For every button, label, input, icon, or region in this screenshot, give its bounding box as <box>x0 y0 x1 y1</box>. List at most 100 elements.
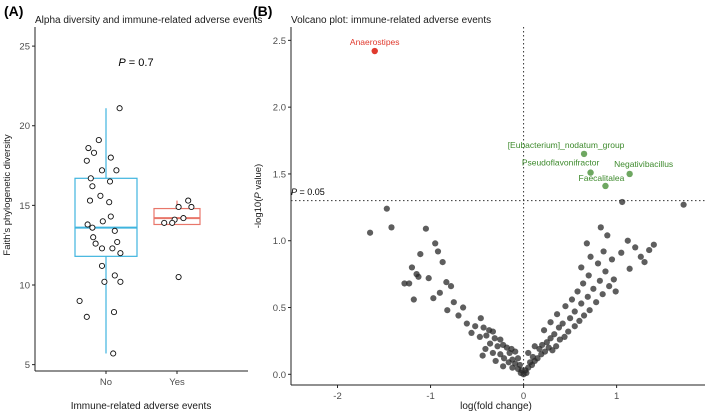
taxon-point <box>497 351 504 358</box>
taxon-point <box>512 348 519 355</box>
taxon-point <box>650 241 657 248</box>
taxon-point <box>425 275 432 282</box>
taxon-point <box>491 335 498 342</box>
data-point <box>98 245 106 252</box>
taxon-point <box>551 331 558 338</box>
data-point <box>87 175 94 182</box>
taxon-point <box>585 272 592 279</box>
data-point <box>111 227 118 234</box>
taxon-point <box>468 329 475 337</box>
taxon-point <box>444 307 451 314</box>
data-point <box>98 262 106 269</box>
taxon-point <box>604 232 611 239</box>
panel-a-p-value: = 0.7 <box>126 57 154 69</box>
taxon-point <box>576 317 583 324</box>
panel-a-p-symbol: P <box>118 57 126 69</box>
taxon-label: [Eubacterium]_nodatum_group <box>508 140 625 150</box>
y-tick-label: 25 <box>19 42 30 53</box>
taxon-point <box>401 280 408 287</box>
taxon-point <box>525 349 532 357</box>
y-tick-label: 2.0 <box>273 103 286 114</box>
taxon-point <box>547 335 554 342</box>
panel-a-p-annotation: P = 0.7 <box>118 57 153 69</box>
panel-a-plot-area: 5 10 15 20 25 No Yes <box>19 27 248 388</box>
data-point <box>161 219 168 226</box>
taxon-point <box>632 244 639 251</box>
taxon-point <box>606 283 613 290</box>
data-point <box>188 203 195 211</box>
y-tick-label: 0.0 <box>273 370 286 381</box>
taxon-point <box>578 300 585 307</box>
taxon-point <box>567 315 574 322</box>
taxon-point <box>571 308 578 315</box>
panel-b: (B) Volcano plot: immune-related adverse… <box>253 3 705 412</box>
data-point <box>117 278 124 285</box>
taxon-point <box>408 264 416 271</box>
taxon-point <box>547 319 554 326</box>
taxon-point <box>555 324 563 331</box>
taxon-point <box>594 260 602 267</box>
y-tick-label: 1.5 <box>273 169 286 180</box>
y-tick-label: 0.5 <box>273 303 286 314</box>
y-tick-label: 15 <box>19 201 30 212</box>
taxon-point <box>529 353 536 361</box>
taxon-label: Negativibacillus <box>614 159 673 169</box>
taxon-point <box>492 357 499 365</box>
data-point <box>111 272 118 279</box>
taxon-point <box>383 205 390 212</box>
taxon-point <box>587 253 594 260</box>
x-tick-label: Yes <box>169 377 185 388</box>
x-tick-label: -1 <box>426 391 434 402</box>
taxon-point <box>477 315 484 322</box>
data-point <box>89 183 96 190</box>
data-point <box>110 350 117 357</box>
taxon-point <box>641 259 648 266</box>
panel-b-plot-area: 0.0 0.5 1.0 1.5 2.0 2.5 -2 -1 0 1 Anaerostipes [Eub… <box>273 27 705 402</box>
taxon-point <box>580 312 588 319</box>
taxon-point <box>460 304 467 311</box>
threshold-label-p: P <box>291 187 297 197</box>
taxon-point <box>531 343 538 350</box>
taxon-point <box>626 265 633 272</box>
taxon-point <box>540 327 548 334</box>
data-point <box>107 213 114 220</box>
data-point <box>113 167 120 174</box>
taxon-point <box>580 280 587 287</box>
taxon-point <box>680 201 687 208</box>
taxon-point <box>430 295 437 302</box>
box-iqr <box>153 207 201 226</box>
taxon-point <box>646 246 653 254</box>
taxon-label: Anaerostipes <box>350 37 400 47</box>
data-point <box>107 154 114 161</box>
data-point <box>76 297 83 304</box>
taxon-point <box>571 323 578 330</box>
data-point <box>84 221 91 228</box>
y-tick-label: 20 <box>19 121 30 132</box>
data-point <box>98 167 106 174</box>
data-point <box>106 199 113 206</box>
data-point <box>114 238 121 246</box>
taxon-point <box>593 299 600 306</box>
significant-taxon-point <box>580 150 588 158</box>
taxon-point <box>586 307 593 314</box>
x-tick-label: 0 <box>521 391 526 402</box>
box-iqr <box>74 177 138 257</box>
taxon-point <box>584 293 591 300</box>
panel-a-x-axis-label: Immune-related adverse events <box>71 401 212 412</box>
data-point <box>180 215 187 222</box>
taxon-point <box>600 248 607 255</box>
taxon-point <box>434 248 442 255</box>
taxon-point <box>415 273 422 280</box>
taxon-point <box>483 332 490 339</box>
data-point <box>90 234 97 241</box>
taxon-point <box>619 198 626 206</box>
taxon-point <box>497 336 504 343</box>
taxon-point <box>476 333 483 341</box>
data-point <box>117 250 124 257</box>
taxon-point <box>541 348 549 355</box>
taxon-point <box>597 224 604 231</box>
data-point <box>169 219 176 226</box>
taxon-point <box>479 352 486 359</box>
data-point <box>175 203 182 211</box>
